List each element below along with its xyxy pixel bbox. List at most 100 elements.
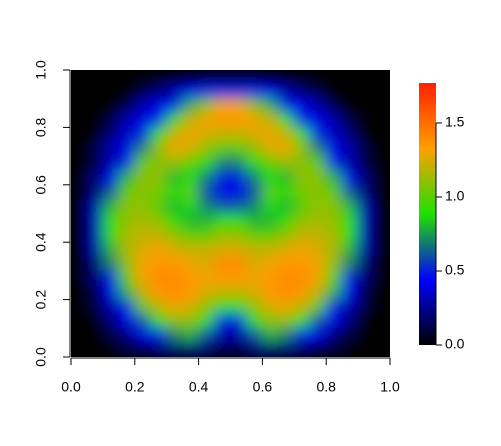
heatmap-cell (134, 227, 152, 243)
heatmap-cell (182, 184, 200, 200)
heatmap-cell (150, 327, 168, 344)
heatmap-cell (102, 198, 120, 214)
heatmap-cell (325, 270, 343, 286)
heatmap-cell (245, 141, 263, 157)
heatmap-cell (86, 184, 104, 200)
heatmap-cell (261, 155, 279, 171)
heatmap-cell (214, 227, 231, 243)
heatmap-cell (230, 284, 247, 301)
heatmap-cell (86, 213, 104, 229)
heatmap-cell (118, 284, 136, 301)
heatmap-cell (293, 313, 311, 329)
heatmap-cell (325, 313, 343, 329)
heatmap-cell (134, 299, 152, 315)
heatmap-cell (357, 284, 375, 301)
heatmap-cell (71, 98, 88, 114)
heatmap-cell (198, 241, 216, 258)
heatmap-cell (134, 256, 152, 272)
heatmap-cell (182, 313, 200, 329)
heatmap-cell (261, 327, 279, 344)
heatmap-cell (341, 141, 359, 157)
heatmap-cell (86, 198, 104, 214)
heatmap-cell (182, 155, 200, 171)
colorbar-tick-label: 0.5 (445, 262, 465, 278)
heatmap-cell (245, 98, 263, 114)
heatmap-cell (118, 270, 136, 286)
heatmap-cell (277, 227, 295, 243)
heatmap-cell (214, 342, 231, 357)
heatmap-cell (309, 299, 327, 315)
heatmap-cell (134, 141, 152, 157)
heatmap-cell (261, 70, 279, 85)
heatmap-cell (293, 299, 311, 315)
heatmap-cell (357, 227, 375, 243)
heatmap-cell (373, 70, 390, 85)
heatmap-cell (166, 313, 184, 329)
heatmap-cell (277, 126, 295, 143)
heatmap-cell (245, 299, 263, 315)
heatmap-cell (341, 112, 359, 128)
heatmap-cell (357, 98, 375, 114)
colorbar-tick-label: 1.0 (445, 188, 465, 204)
heatmap-cell (198, 313, 216, 329)
heatmap-cell (134, 284, 152, 301)
heatmap-cell (214, 327, 231, 344)
heatmap-cell (182, 227, 200, 243)
heatmap-cell (230, 342, 247, 357)
heatmap-cell (214, 256, 231, 272)
heatmap-cell (150, 227, 168, 243)
heatmap-cell (245, 126, 263, 143)
heatmap-cell (102, 112, 120, 128)
heatmap-cell (293, 112, 311, 128)
heatmap-cell (230, 169, 247, 186)
heatmap-cell (150, 342, 168, 357)
heatmap-cell (277, 70, 295, 85)
heatmap-cell (198, 213, 216, 229)
heatmap-cell (166, 227, 184, 243)
heatmap-cell (293, 184, 311, 200)
heatmap-cell (118, 213, 136, 229)
heatmap-cell (357, 270, 375, 286)
heatmap-cell (182, 284, 200, 301)
heatmap-cell (166, 241, 184, 258)
heatmap-cell (277, 256, 295, 272)
heatmap-cell (214, 184, 231, 200)
heatmap-cell (277, 198, 295, 214)
heatmap-cell (309, 184, 327, 200)
heatmap-cell (166, 198, 184, 214)
heatmap-cell (293, 327, 311, 344)
heatmap-cell (86, 299, 104, 315)
x-tick-label: 0.4 (189, 379, 209, 395)
heatmap-cell (86, 126, 104, 143)
heatmap-cell (166, 284, 184, 301)
heatmap-cell (71, 284, 88, 301)
heatmap-cell (373, 126, 390, 143)
heatmap-cell (86, 70, 104, 85)
heatmap-cell (102, 241, 120, 258)
heatmap-cell (357, 342, 375, 357)
heatmap-cell (261, 184, 279, 200)
heatmap-cell (373, 198, 390, 214)
heatmap-cell (102, 98, 120, 114)
heatmap-cell (277, 284, 295, 301)
y-tick-label: 0.8 (33, 117, 49, 137)
heatmap-cell (134, 241, 152, 258)
colorbar (419, 83, 436, 345)
heatmap-cell (118, 342, 136, 357)
heatmap-cell (102, 313, 120, 329)
heatmap-cell (245, 284, 263, 301)
heatmap-cell (182, 70, 200, 85)
heatmap-cell (293, 342, 311, 357)
heatmap-cell (118, 98, 136, 114)
heatmap-cell (277, 155, 295, 171)
heatmap-cell (214, 126, 231, 143)
heatmap-cell (373, 184, 390, 200)
heatmap-cell (71, 227, 88, 243)
heatmap-cell (245, 198, 263, 214)
heatmap-cell (118, 141, 136, 157)
heatmap-cell (341, 313, 359, 329)
heatmap-cell (293, 284, 311, 301)
heatmap-cell (86, 112, 104, 128)
heatmap-cell (245, 227, 263, 243)
